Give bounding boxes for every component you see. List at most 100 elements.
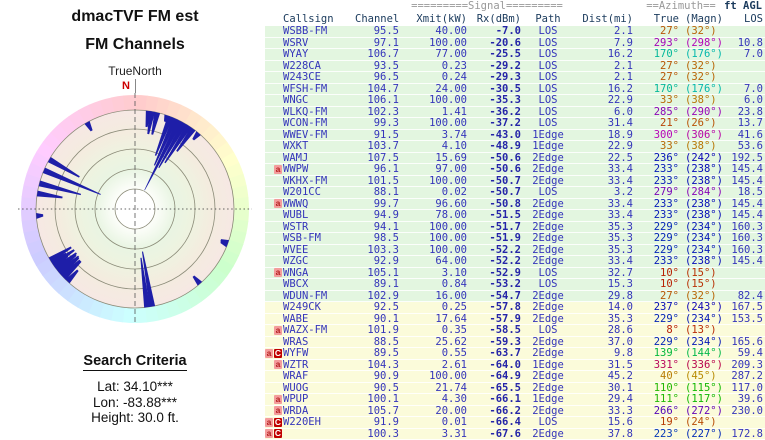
los-cell: 18.5 — [731, 187, 765, 198]
los-cell: 117.0 — [731, 383, 765, 394]
xmit-cell: 0.01 — [399, 417, 467, 428]
path-cell: 2Edge — [521, 406, 575, 417]
height-value: Height: 30.0 ft. — [0, 410, 270, 426]
true-azimuth-cell: 293° — [633, 38, 679, 49]
rx-cell: -25.5 — [467, 49, 521, 60]
true-north-label: TrueNorth — [0, 64, 270, 78]
rx-cell: -58.5 — [467, 325, 521, 336]
badge-gutter — [265, 118, 283, 129]
left-panel: dmacTVF FM est FM Channels TrueNorth N S… — [0, 0, 265, 431]
path-cell: 2Edge — [521, 164, 575, 175]
magn-azimuth-cell: (234°) — [679, 233, 731, 244]
callsign-cell: WZTR — [283, 360, 355, 371]
callsign-cell: WABE — [283, 314, 355, 325]
path-cell: LOS — [521, 325, 575, 336]
true-azimuth-cell: 229° — [633, 222, 679, 233]
callsign-cell: WKHX-FM — [283, 176, 355, 187]
los-cell: 167.5 — [731, 302, 765, 313]
channel-cell: 104.7 — [355, 84, 399, 95]
callsign-cell: WNGA — [283, 268, 355, 279]
channel-cell: 97.1 — [355, 38, 399, 49]
xmit-cell: 100.00 — [399, 95, 467, 106]
los-header: LOS — [731, 13, 765, 26]
dist-cell: 35.3 — [575, 233, 633, 244]
dist-cell: 32.7 — [575, 268, 633, 279]
path-cell: LOS — [521, 49, 575, 60]
dist-cell: 29.8 — [575, 291, 633, 302]
channel-cell: 96.1 — [355, 164, 399, 175]
dist-cell: 15.3 — [575, 279, 633, 290]
xmit-cell: 3.74 — [399, 130, 467, 141]
true-azimuth-cell: 33° — [633, 95, 679, 106]
los-cell: 165.6 — [731, 337, 765, 348]
flag-badge-a: a — [274, 199, 282, 208]
rx-cell: -51.7 — [467, 222, 521, 233]
badge-gutter — [265, 130, 283, 141]
dist-cell: 2.1 — [575, 72, 633, 83]
badge-gutter — [265, 153, 283, 164]
dist-cell: 6.0 — [575, 107, 633, 118]
path-cell: 2Edge — [521, 153, 575, 164]
dist-cell: 33.4 — [575, 210, 633, 221]
true-azimuth-cell: 237° — [633, 302, 679, 313]
dist-cell: 33.3 — [575, 406, 633, 417]
callsign-cell: WWWQ — [283, 199, 355, 210]
los-cell: 145.4 — [731, 176, 765, 187]
path-cell: 2Edge — [521, 210, 575, 221]
path-cell: 2Edge — [521, 222, 575, 233]
los-cell — [731, 417, 765, 428]
xmit-cell: 40.00 — [399, 26, 467, 37]
xmit-cell: 100.00 — [399, 371, 467, 382]
channel-cell: 92.5 — [355, 302, 399, 313]
azimuth-banner: ==Azimuth== — [629, 0, 733, 13]
xmit-cell: 0.02 — [399, 187, 467, 198]
los-cell: 172.8 — [731, 429, 765, 440]
true-azimuth-cell: 27° — [633, 72, 679, 83]
channel-cell: 99.7 — [355, 199, 399, 210]
los-cell: 10.8 — [731, 38, 765, 49]
true-azimuth-cell: 236° — [633, 153, 679, 164]
flag-badge-c: C — [274, 349, 282, 358]
channel-cell: 106.7 — [355, 49, 399, 60]
badge-gutter — [265, 187, 283, 198]
los-cell: 209.3 — [731, 360, 765, 371]
los-cell — [731, 268, 765, 279]
badge-gutter — [265, 107, 283, 118]
badge-gutter: a — [265, 394, 283, 405]
path-cell: 2Edge — [521, 429, 575, 440]
azimuth-polar-chart — [18, 92, 252, 326]
badge-gutter — [265, 61, 283, 72]
channel-cell: 103.7 — [355, 141, 399, 152]
path-cell: 1Edge — [521, 394, 575, 405]
rx-cell: -54.7 — [467, 291, 521, 302]
channel-cell: 103.3 — [355, 245, 399, 256]
callsign-cell: WWEV-FM — [283, 130, 355, 141]
los-cell: 145.4 — [731, 199, 765, 210]
magn-azimuth-cell: (238°) — [679, 256, 731, 267]
los-cell: 160.3 — [731, 222, 765, 233]
path-cell: LOS — [521, 417, 575, 428]
path-cell: 2Edge — [521, 245, 575, 256]
callsign-cell: WWPW — [283, 164, 355, 175]
dist-cell: 28.6 — [575, 325, 633, 336]
los-cell: 39.6 — [731, 394, 765, 405]
callsign-cell: WSRV — [283, 38, 355, 49]
dist-cell: 35.3 — [575, 222, 633, 233]
ft-agl-banner: ft AGL — [724, 0, 762, 13]
true-azimuth-cell: 139° — [633, 348, 679, 359]
los-cell: 23.8 — [731, 107, 765, 118]
channel-cell: 105.7 — [355, 406, 399, 417]
xmit-cell: 78.00 — [399, 210, 467, 221]
los-cell: 7.0 — [731, 84, 765, 95]
xmit-cell: 100.00 — [399, 118, 467, 129]
los-cell — [731, 325, 765, 336]
callsign-cell: W220EH — [283, 417, 355, 428]
